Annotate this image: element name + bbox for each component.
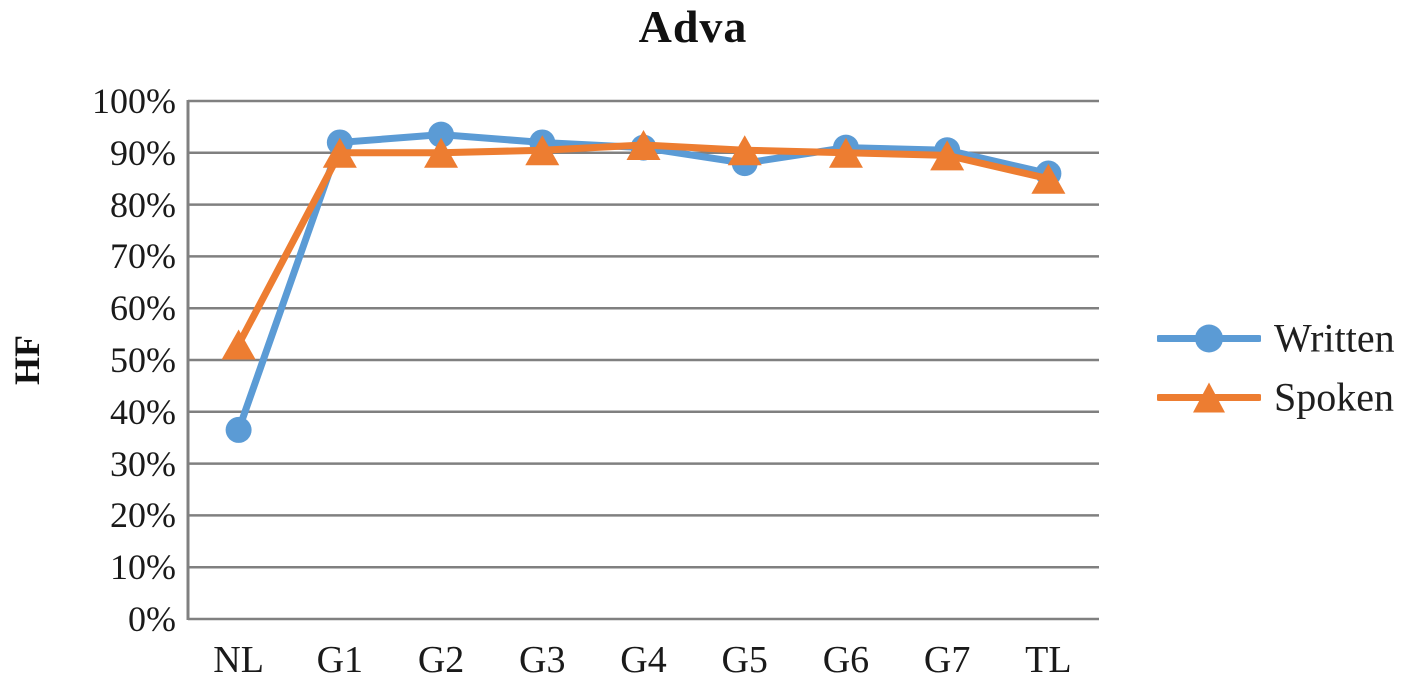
y-tick-label: 10% <box>110 547 176 588</box>
x-tick-label: TL <box>1025 639 1072 681</box>
data-point-marker-spoken <box>424 137 459 168</box>
data-point-marker-spoken <box>930 140 965 171</box>
legend-label: Written <box>1274 315 1395 361</box>
x-tick-label: NL <box>213 639 264 681</box>
data-point-marker-spoken <box>828 137 863 168</box>
legend-marker-triangle-icon <box>1157 382 1261 412</box>
x-tick-label: G4 <box>620 639 667 681</box>
data-point-marker-written <box>428 121 455 148</box>
y-tick-label: 0% <box>128 599 176 639</box>
chart-title: Adva <box>638 1 748 52</box>
x-tick-label: G2 <box>417 639 465 681</box>
y-tick-label: 30% <box>110 443 176 484</box>
y-tick-label: 20% <box>110 495 176 536</box>
legend-label: Spoken <box>1274 374 1394 420</box>
series-line-written <box>235 131 1052 434</box>
x-tick-label: G7 <box>923 639 971 681</box>
x-tick-label: G1 <box>316 639 364 681</box>
legend-entry-written: Written <box>1157 315 1395 362</box>
y-tick-label: 100% <box>92 81 176 121</box>
x-tick-label: G6 <box>822 639 870 681</box>
y-tick-label: 60% <box>110 288 176 329</box>
data-point-marker-spoken <box>322 137 357 168</box>
data-point-marker-written <box>225 416 252 443</box>
x-tick-label: G5 <box>721 639 768 681</box>
y-tick-label: 40% <box>110 391 176 432</box>
y-tick-label: 50% <box>110 340 176 380</box>
data-point-marker-spoken <box>727 135 762 166</box>
y-tick-label: 90% <box>110 132 176 173</box>
x-tick-label: G3 <box>519 639 566 681</box>
data-point-marker-spoken <box>1031 163 1066 194</box>
data-point-marker-spoken <box>626 130 661 161</box>
data-point-marker-spoken <box>221 329 256 360</box>
series-line-spoken <box>235 141 1052 348</box>
legend-marker-circle-icon <box>1157 324 1261 352</box>
data-point-marker-spoken <box>525 135 560 166</box>
y-tick-label: 80% <box>110 184 176 225</box>
legend-entry-spoken: Spoken <box>1157 374 1394 421</box>
y-tick-label: 70% <box>110 236 176 277</box>
